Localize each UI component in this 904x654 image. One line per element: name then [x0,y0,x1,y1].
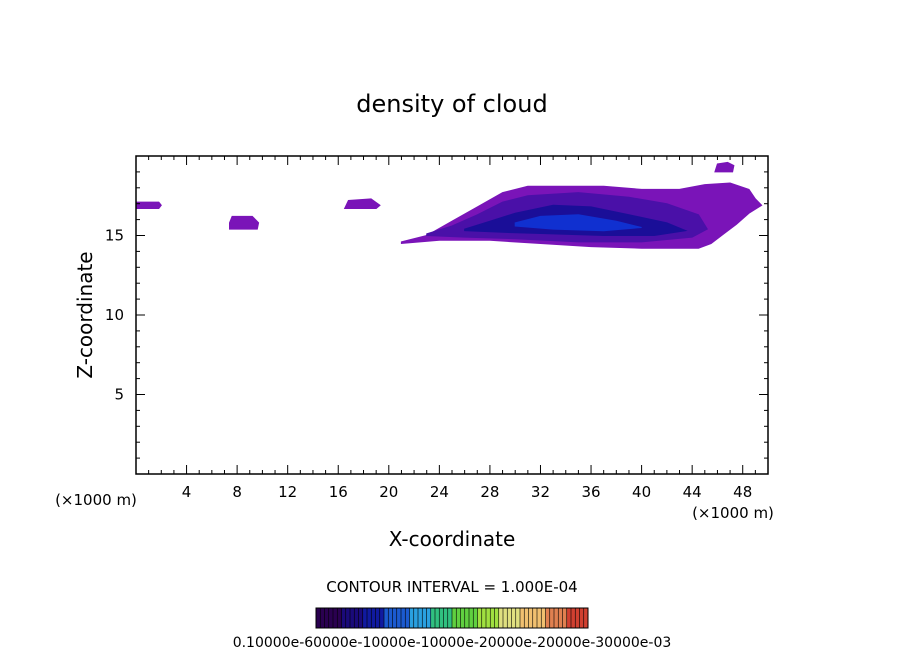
colorbar-swatch [354,608,359,628]
colorbar-swatch [379,608,385,628]
colorbar-swatch [422,608,427,628]
x-unit-label: (×1000 m) [692,504,774,522]
colorbar-swatch [558,608,563,628]
y-tick-label: 15 [105,227,124,245]
x-tick-label: 48 [733,483,752,501]
colorbar-swatch [507,608,512,628]
colorbar-swatch [345,608,351,628]
colorbar-swatch [469,608,474,628]
colorbar-swatch [371,608,376,628]
colorbar-swatch [435,608,440,628]
colorbar-swatch [409,608,415,628]
colorbar-swatch [571,608,576,628]
colorbar-swatch [426,608,432,628]
colorbar-swatch [362,608,368,628]
colorbar-swatch [456,608,461,628]
colorbar-swatch [324,608,330,628]
colorbar-swatch [494,608,500,628]
x-tick-label: 20 [379,483,398,501]
colorbar-swatch [515,608,521,628]
colorbar-swatch [337,608,342,628]
colorbar-swatch [545,608,551,628]
x-tick-label: 12 [278,483,297,501]
colorbar-swatch [532,608,538,628]
density-blob-8 [229,215,260,230]
colorbar-swatch [388,608,393,628]
colorbar-swatch [541,608,546,628]
colorbar-swatch [460,608,466,628]
colorbar-swatch [566,608,572,628]
colorbar-swatch [537,608,542,628]
colorbar-swatch [524,608,529,628]
density-blob-17 [343,198,381,209]
x-tick-label: 32 [531,483,550,501]
colorbar-swatch [384,608,389,628]
y-tick-label: 5 [114,386,124,404]
contour-interval-text: CONTOUR INTERVAL = 1.000E-04 [326,578,577,596]
cloud-density-field [135,161,763,249]
colorbar-swatch [490,608,495,628]
x-tick-label: 36 [581,483,600,501]
colorbar-swatch [439,608,444,628]
colorbar-swatch [481,608,487,628]
x-tick-label: 4 [182,483,192,501]
x-axis-label: X-coordinate [389,527,516,551]
colorbar-labels: 0.10000e-60000e-10000e-10000e-20000e-200… [233,635,672,651]
colorbar-swatch [464,608,470,628]
colorbar-swatch [583,608,589,628]
colorbar-swatch [316,608,321,628]
x-tick-label: 16 [329,483,348,501]
colorbar-swatch [333,608,338,628]
colorbar-swatch [511,608,517,628]
y-tick-label: 10 [105,306,124,324]
colorbar-swatch [413,608,419,628]
x-tick-label: 8 [232,483,242,501]
x-tick-label: 28 [480,483,499,501]
colorbar-swatch [549,608,555,628]
colorbar-swatch [341,608,347,628]
density-blob-left [135,201,162,209]
colorbar-swatch [396,608,402,628]
y-axis-label: Z-coordinate [73,251,97,378]
colorbar-swatch [503,608,508,628]
colorbar-swatch [473,608,478,628]
colorbar-swatch [430,608,436,628]
colorbar-swatch [528,608,534,628]
chart-title: density of cloud [356,90,547,118]
x-tick-label: 24 [430,483,449,501]
colorbar-swatch [562,608,568,628]
colorbar-swatch [350,608,355,628]
colorbar-swatch [520,608,525,628]
colorbar-swatch [575,608,580,628]
colorbar-swatch [401,608,406,628]
x-tick-label: 40 [632,483,651,501]
colorbar-swatch [447,608,453,628]
colorbar-swatch [486,608,491,628]
colorbar-frame [315,607,589,629]
density-main-cloud-core [514,214,642,232]
colorbar-swatch [320,608,325,628]
colorbar-swatch [328,608,334,628]
colorbar-swatch [498,608,504,628]
colorbar-swatch [375,608,381,628]
x-tick-label: 44 [683,483,702,501]
density-blob-top [714,161,735,173]
colorbar-swatch [443,608,449,628]
colorbar-swatch [405,608,410,628]
colorbar-swatch [452,608,457,628]
colorbar [315,607,589,629]
y-unit-label: (×1000 m) [55,491,137,509]
colorbar-swatch [392,608,398,628]
colorbar-swatch [418,608,423,628]
colorbar-swatch [554,608,559,628]
colorbar-swatch [358,608,364,628]
colorbar-swatch [367,608,372,628]
colorbar-swatch [477,608,483,628]
colorbar-swatch [579,608,585,628]
